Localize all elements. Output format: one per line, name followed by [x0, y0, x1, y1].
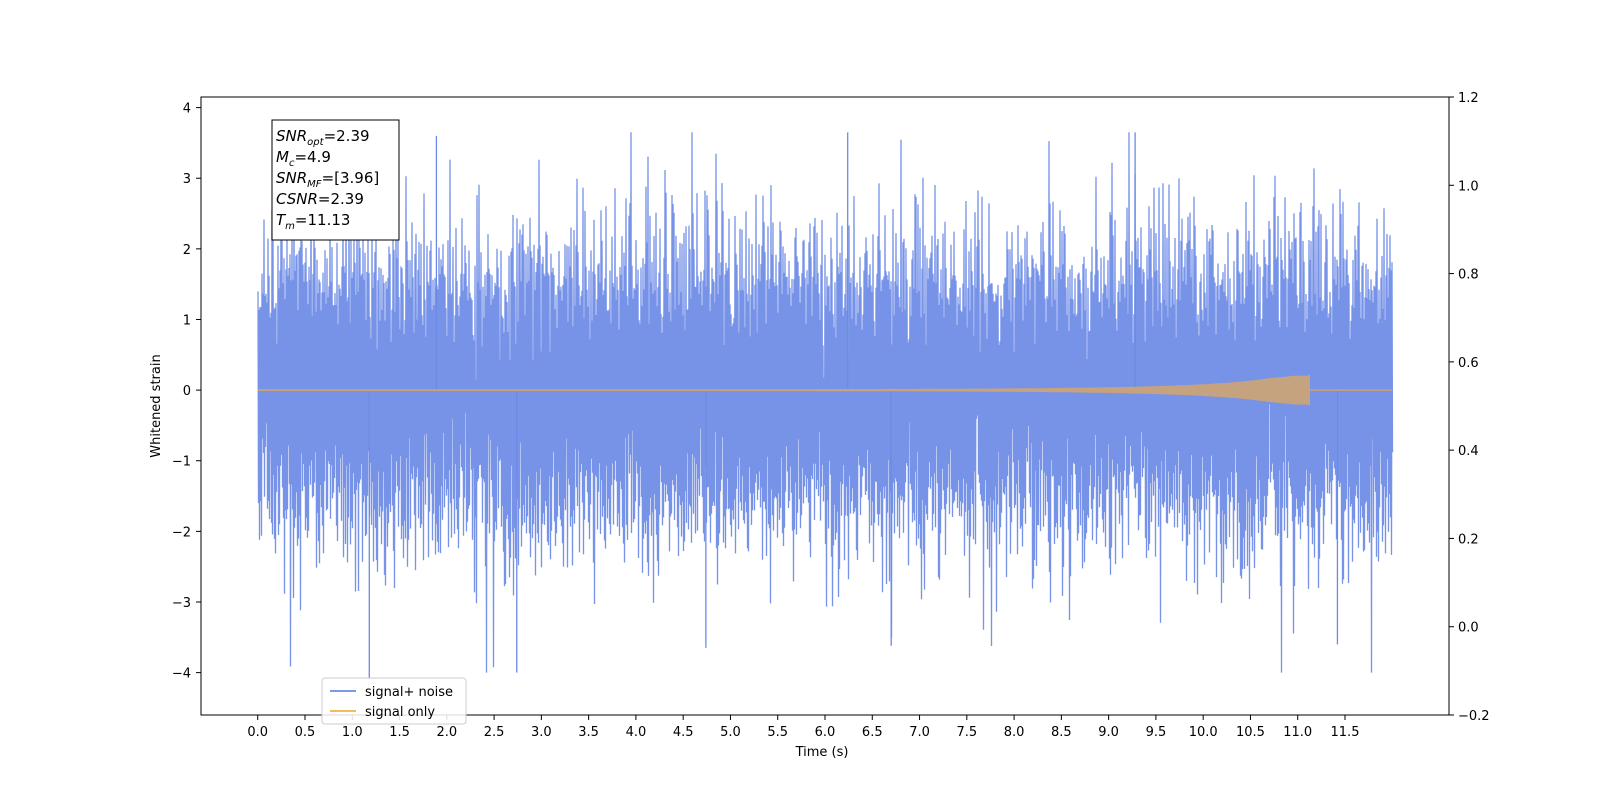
annotation-line: SNRMF=[3.96] — [276, 169, 379, 190]
y-tick-label: −3 — [172, 596, 191, 611]
x-tick-label: 2.5 — [484, 725, 505, 740]
legend: signal+ noise signal only — [321, 677, 467, 725]
x-tick-label: 0.0 — [247, 725, 268, 740]
x-tick-label: 5.0 — [720, 725, 741, 740]
y2-tick-label: 0.2 — [1458, 532, 1479, 547]
x-tick-label: 10.0 — [1189, 725, 1218, 740]
x-tick-label: 9.5 — [1146, 725, 1167, 740]
y-tick-label: 3 — [183, 172, 191, 187]
annotation-line: CSNR=2.39 — [276, 190, 364, 208]
y2-tick-label: 0.0 — [1458, 621, 1479, 636]
x-tick-label: 5.5 — [767, 725, 788, 740]
x-tick-label: 11.5 — [1331, 725, 1360, 740]
y-tick-label: 0 — [183, 384, 191, 399]
legend-frame — [321, 677, 467, 725]
y2-axis-ticks: −0.2 0.0 0.2 0.4 0.6 0.8 1.0 1.2 — [1449, 91, 1490, 724]
y-tick-label: 4 — [183, 102, 191, 117]
x-tick-label: 1.0 — [342, 725, 363, 740]
y-tick-label: 2 — [183, 243, 191, 258]
y2-tick-label: 0.8 — [1458, 268, 1479, 283]
series-signal-plus-noise — [257, 132, 1394, 673]
x-tick-label: 4.0 — [626, 725, 647, 740]
x-tick-label: 4.5 — [673, 725, 694, 740]
y-axis-label: Whitened strain — [149, 354, 164, 457]
x-tick-label: 9.0 — [1098, 725, 1119, 740]
x-tick-label: 6.5 — [862, 725, 883, 740]
x-tick-label: 1.5 — [389, 725, 410, 740]
x-tick-label: 6.0 — [815, 725, 836, 740]
annotation-line: Tm=11.13 — [276, 211, 350, 232]
y-tick-label: −1 — [172, 455, 191, 470]
x-tick-label: 8.5 — [1051, 725, 1072, 740]
y-tick-label: −2 — [172, 525, 191, 540]
y2-tick-label: 0.6 — [1458, 356, 1479, 371]
y2-tick-label: 0.4 — [1458, 444, 1479, 459]
legend-label: signal+ noise — [365, 685, 453, 700]
y-axis-ticks: −4 −3 −2 −1 0 1 2 3 4 — [172, 102, 201, 682]
x-tick-label: 7.5 — [956, 725, 977, 740]
x-tick-label: 2.0 — [436, 725, 457, 740]
y2-tick-label: 1.0 — [1458, 179, 1479, 194]
x-tick-label: 10.5 — [1236, 725, 1265, 740]
x-tick-label: 8.0 — [1004, 725, 1025, 740]
legend-label: signal only — [365, 705, 435, 720]
x-tick-label: 0.5 — [295, 725, 316, 740]
y-tick-label: 1 — [183, 313, 191, 328]
y-tick-label: −4 — [172, 667, 191, 682]
x-tick-label: 11.0 — [1283, 725, 1312, 740]
x-tick-label: 3.5 — [578, 725, 599, 740]
plot-area — [257, 132, 1394, 680]
x-axis-label: Time (s) — [795, 745, 849, 760]
annotation-box-frame — [271, 119, 400, 241]
annotation-line: SNRopt=2.39 — [276, 127, 370, 148]
annotation-line: Mc=4.9 — [276, 148, 331, 169]
y2-tick-label: 1.2 — [1458, 91, 1479, 106]
x-tick-label: 3.0 — [531, 725, 552, 740]
x-tick-label: 7.0 — [909, 725, 930, 740]
y2-tick-label: −0.2 — [1458, 709, 1490, 724]
